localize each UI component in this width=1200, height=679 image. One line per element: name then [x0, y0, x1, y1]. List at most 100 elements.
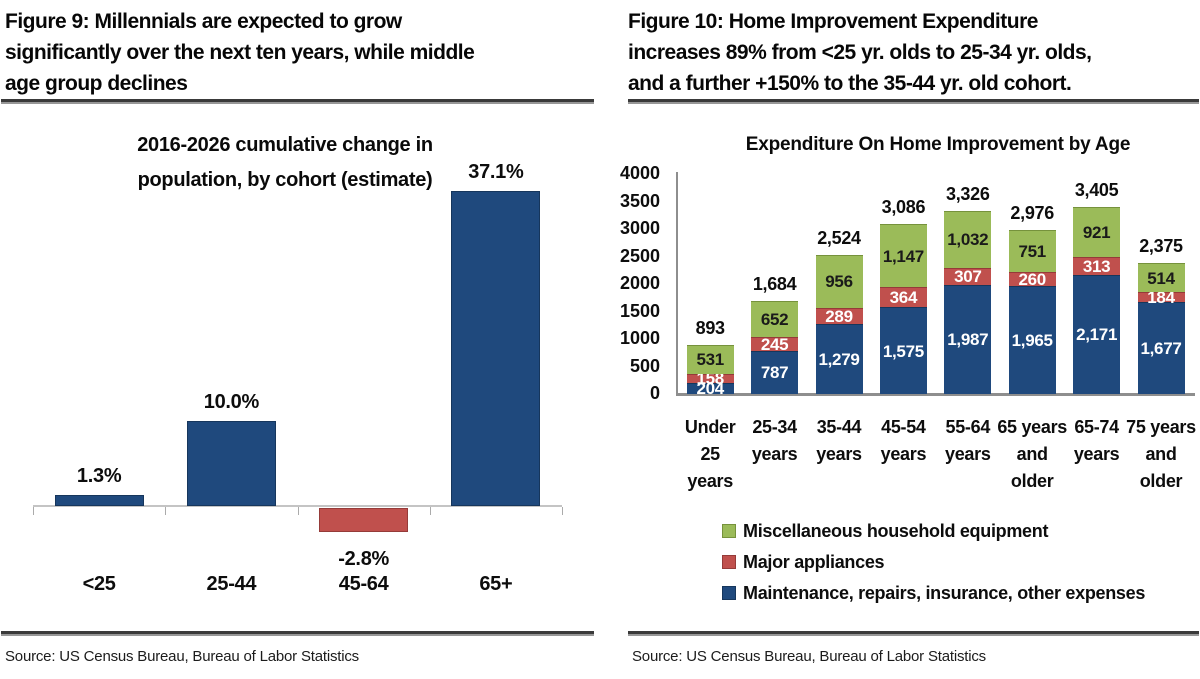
segment-value-label: 787: [760, 363, 789, 383]
expenditure-bar-segment: 1,965: [1008, 285, 1056, 394]
expenditure-bar-segment: 956: [815, 255, 863, 308]
segment-value-label: 204: [696, 379, 724, 399]
figure10-source-line: Source: US Census Bureau, Bureau of Labo…: [632, 648, 986, 665]
x-axis-line: [676, 393, 1196, 396]
segment-value-label: 2,171: [1076, 325, 1118, 345]
y-axis-tick-label: 500: [629, 355, 660, 376]
population-bar: [54, 495, 144, 506]
bar-total-label: 3,405: [1074, 179, 1119, 200]
x-axis-tick: [297, 507, 299, 515]
x-axis-line: [33, 505, 562, 507]
expenditure-bar-segment: 184: [1137, 289, 1185, 306]
figure10-source-separator: [628, 631, 1199, 636]
expenditure-bar-segment: 1,279: [815, 323, 863, 394]
segment-value-label: 751: [1018, 241, 1046, 261]
x-axis-label: 25-44: [206, 573, 257, 595]
segment-value-label: 1,032: [947, 230, 989, 250]
population-chart-title: 2016-2026 cumulative change in populatio…: [137, 134, 433, 191]
bar-value-label: 10.0%: [203, 391, 260, 413]
x-axis-tick: [165, 507, 167, 515]
legend-label: Maintenance, repairs, insurance, other e…: [743, 582, 1146, 603]
expenditure-bar-segment: 2,171: [1073, 274, 1121, 394]
x-axis-tick: [429, 507, 431, 515]
x-axis-tick: [562, 507, 563, 515]
legend-label: Miscellaneous household equipment: [743, 520, 1049, 541]
segment-value-label: 1,279: [818, 349, 860, 369]
y-axis-tick-label: 3500: [619, 190, 660, 211]
y-axis-tick-label: 4000: [619, 163, 660, 183]
x-axis-tick: [33, 507, 34, 515]
figure9-source-separator: [1, 631, 594, 636]
bar-value-label: 1.3%: [76, 465, 122, 487]
segment-value-label: 1,575: [882, 341, 924, 361]
legend-item: Miscellaneous household equipment: [722, 521, 1048, 541]
expenditure-bar-segment: 260: [1008, 271, 1056, 288]
expenditure-bar-segment: 514: [1137, 263, 1185, 292]
segment-value-label: 1,147: [882, 246, 924, 266]
segment-value-label: 184: [1147, 287, 1175, 307]
segment-value-label: 1,965: [1011, 330, 1053, 350]
segment-value-label: 652: [760, 310, 789, 330]
figure10-title-underline: [628, 99, 1199, 104]
legend-swatch-icon: [722, 586, 736, 600]
bar-total-label: 2,976: [1010, 203, 1054, 224]
bar-total-label: 3,326: [946, 184, 990, 205]
segment-value-label: 245: [760, 334, 789, 354]
x-axis-label: 25-34 years: [751, 417, 798, 464]
x-axis-label: 65 years and older: [997, 417, 1068, 491]
expenditure-bar-segment: 289: [815, 306, 863, 326]
bar-value-label: 37.1%: [468, 161, 524, 183]
segment-value-label: 1,987: [947, 330, 989, 350]
x-axis-label: 65+: [479, 573, 513, 595]
bar-total-label: 893: [695, 317, 725, 338]
y-axis-tick-label: 2500: [619, 245, 660, 266]
population-bar: [186, 421, 276, 506]
bar-total-label: 3,086: [881, 197, 926, 218]
bar-value-label: -2.8%: [338, 548, 389, 570]
expenditure-bar-segment: 307: [944, 267, 992, 287]
x-axis-label: 75 years and older: [1126, 417, 1196, 491]
x-axis-label: Under 25 years: [684, 417, 736, 491]
expenditure-bar-segment: 313: [1073, 257, 1121, 275]
segment-value-label: 307: [954, 267, 982, 287]
x-axis-label: 35-44 years: [816, 417, 862, 464]
y-axis-tick-label: 1500: [619, 300, 660, 321]
y-axis-tick-label: 3000: [619, 218, 660, 238]
expenditure-bar-segment: 1,032: [944, 211, 992, 268]
y-axis-tick-label: 1000: [619, 328, 660, 348]
figure9-title-underline: [1, 99, 594, 104]
population-bar: [319, 508, 409, 532]
segment-value-label: 956: [825, 272, 853, 292]
x-axis-label: 45-54 years: [880, 417, 927, 464]
segment-value-label: 289: [825, 306, 853, 326]
expenditure-bar-segment: 531: [686, 344, 734, 375]
legend-item: Maintenance, repairs, insurance, other e…: [722, 583, 1145, 603]
figure9-title: Figure 9: Millennials are expected to gr…: [5, 10, 475, 95]
legend-swatch-icon: [722, 524, 736, 538]
expenditure-bar-segment: 652: [751, 301, 799, 338]
expenditure-bar-segment: 751: [1008, 230, 1056, 272]
x-axis-label: 55-64 years: [945, 417, 991, 464]
legend-label: Major appliances: [743, 551, 885, 572]
segment-value-label: 364: [889, 288, 918, 308]
legend-swatch-icon: [722, 555, 736, 569]
expenditure-bar-segment: 245: [751, 334, 799, 354]
population-bar: [451, 191, 541, 506]
expenditure-bar-segment: 787: [751, 350, 799, 394]
figure10-title: Figure 10: Home Improvement Expenditure …: [628, 10, 1092, 95]
expenditure-bar-segment: 1,147: [879, 224, 927, 288]
expenditure-bar-segment: 364: [879, 287, 927, 308]
x-axis-label: 45-64: [338, 573, 389, 595]
bar-total-label: 1,684: [752, 274, 797, 295]
bar-total-label: 2,524: [817, 228, 861, 249]
expenditure-chart-title: Expenditure On Home Improvement by Age: [745, 134, 1131, 155]
expenditure-bar-segment: 1,987: [944, 284, 992, 394]
segment-value-label: 514: [1147, 268, 1175, 288]
expenditure-bar-segment: 1,677: [1137, 301, 1185, 394]
legend-item: Major appliances: [722, 551, 885, 572]
segment-value-label: 158: [696, 369, 724, 389]
segment-value-label: 1,677: [1140, 338, 1182, 358]
